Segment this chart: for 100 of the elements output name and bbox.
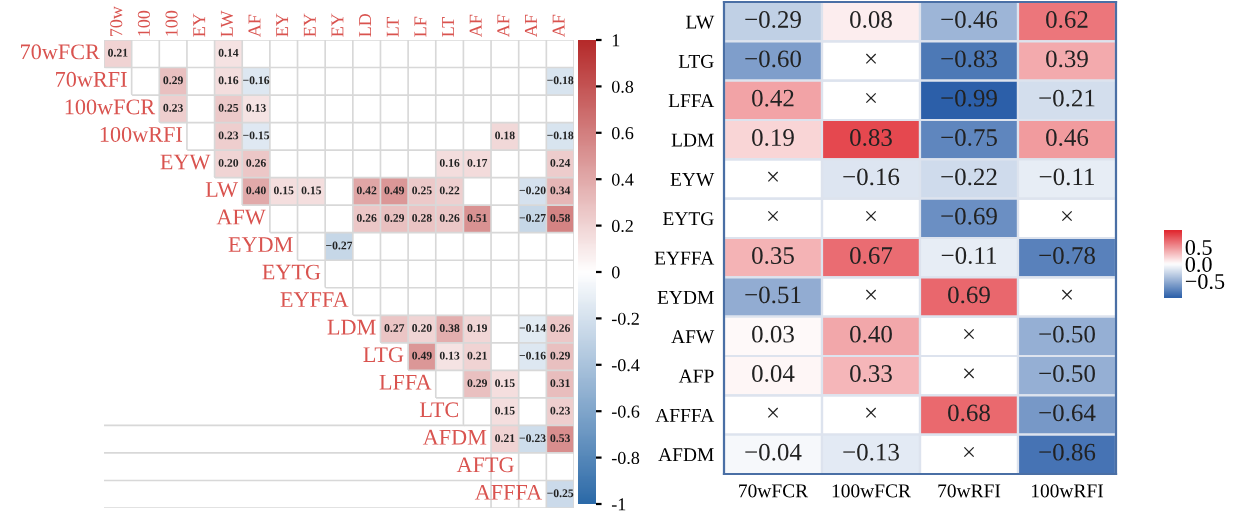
x-tick-label: LF — [414, 16, 427, 37]
y-tick-label: LFFA — [379, 374, 432, 390]
data-label: 0.04 — [752, 365, 795, 383]
color-bar-label: -1 — [611, 498, 626, 511]
data-label: 0.08 — [850, 11, 892, 29]
x-tick-label: EY — [331, 13, 344, 37]
data-label: −0.75 — [941, 129, 997, 147]
data-label: −0.69 — [941, 207, 997, 225]
x-tick-label: 100 — [137, 10, 150, 36]
y-tick-label: EYTG — [663, 212, 714, 226]
x-tick-label: EY — [193, 13, 206, 37]
data-label: −0.29 — [745, 11, 801, 29]
color-bar-label: 1 — [612, 34, 620, 47]
x-tick-label: 100 — [165, 10, 178, 36]
text: × — [1061, 210, 1073, 222]
data-label: −0.11 — [941, 247, 996, 265]
y-tick-label: EYTG — [262, 264, 321, 280]
data-label: 0.35 — [752, 247, 794, 265]
text: × — [767, 210, 779, 222]
x-tick-label: 70w — [110, 6, 123, 37]
data-label: −0.16 — [843, 168, 900, 186]
y-tick-label: EYDM — [228, 237, 293, 252]
data-label: 0.42 — [752, 89, 794, 107]
y-tick-label: AFP — [678, 369, 714, 383]
y-tick-label: LFFA — [668, 94, 715, 108]
text: × — [1061, 289, 1073, 300]
color-bar-label: 0.0 — [1185, 256, 1212, 273]
y-tick-label: LDM — [327, 319, 376, 335]
x-tick-label: LT — [442, 17, 454, 37]
text: × — [865, 210, 877, 222]
x-tick-label: AF — [524, 14, 537, 38]
text: × — [865, 289, 877, 300]
text: × — [963, 328, 975, 340]
data-label: −0.50 — [1039, 365, 1095, 383]
x-tick-label: EY — [276, 13, 289, 37]
data-label: −0.78 — [1039, 247, 1095, 265]
color-bar-label: 0 — [611, 266, 620, 279]
data-label: 0.69 — [948, 286, 990, 304]
y-tick-label: EYW — [160, 154, 211, 170]
x-tick-label: AF — [469, 14, 482, 38]
text: × — [963, 446, 975, 458]
x-tick-label: LT — [386, 17, 399, 37]
color-bar-label: -0.8 — [611, 451, 640, 465]
x-tick-label: EY — [303, 13, 316, 37]
data-label: 0.39 — [1046, 50, 1088, 68]
data-label: −0.86 — [1039, 443, 1096, 461]
data-label: 0.67 — [850, 247, 893, 265]
color-bar-label: 0.4 — [611, 173, 634, 186]
text: × — [865, 92, 877, 104]
data-label: −0.13 — [843, 443, 899, 461]
data-label: −0.50 — [1039, 325, 1095, 343]
x-tick-label: 100wFCR — [832, 484, 911, 498]
y-tick-label: EYDM — [657, 291, 714, 304]
data-label: −0.83 — [941, 50, 997, 68]
x-tick-label: 100wRFI — [1031, 484, 1104, 498]
y-tick-label: LTG — [678, 54, 714, 68]
x-tick-label: AF — [248, 14, 261, 38]
data-label: 0.33 — [850, 365, 892, 383]
x-tick-label: AF — [552, 14, 565, 38]
data-label: −0.51 — [745, 286, 801, 304]
data-label: −0.21 — [1039, 89, 1095, 107]
y-tick-label: LDM — [671, 133, 714, 147]
color-bar-label: 0.5 — [1185, 239, 1212, 256]
color-bar-label: 0.2 — [611, 219, 633, 233]
y-tick-label: EYFFA — [280, 292, 349, 307]
y-tick-label: AFDM — [658, 448, 714, 462]
data-label: 0.19 — [752, 129, 794, 147]
data-label: −0.04 — [745, 443, 802, 461]
x-tick-label: LD — [359, 13, 372, 37]
data-label: 0.03 — [752, 325, 794, 343]
data-label: −0.99 — [941, 89, 997, 107]
y-tick-label: EYFFA — [654, 251, 715, 265]
y-tick-label: AFW — [671, 330, 715, 344]
data-label: −0.60 — [745, 50, 801, 68]
y-tick-label: EYW — [670, 173, 715, 187]
color-bar-label: -0.2 — [611, 312, 639, 325]
data-label: −0.64 — [1039, 404, 1096, 422]
text: × — [865, 53, 877, 64]
text: × — [963, 368, 975, 379]
y-tick-label: AFTG — [456, 457, 514, 473]
y-tick-label: AFFFA — [655, 408, 715, 422]
y-tick-label: LTC — [419, 402, 459, 418]
data-label: −0.46 — [941, 11, 998, 29]
x-tick-label: 70wFCR — [739, 484, 809, 498]
color-bar-label: 0.8 — [611, 80, 634, 93]
data-label: 0.46 — [1046, 129, 1089, 147]
y-tick-label: LTG — [363, 347, 404, 363]
color-bar-label: -0.6 — [611, 405, 640, 418]
y-tick-label: AFDM — [422, 429, 487, 445]
y-tick-label: AFW — [216, 209, 266, 225]
data-label: −0.11 — [1039, 168, 1094, 186]
data-label: 0.68 — [948, 404, 990, 422]
color-bar-label: −0.5 — [1185, 273, 1225, 290]
text: × — [767, 171, 779, 182]
text: × — [767, 407, 779, 418]
x-tick-label: AF — [497, 14, 510, 38]
color-bar-label: 0.6 — [611, 127, 634, 140]
data-label: 0.40 — [850, 325, 892, 343]
y-tick-label: AFFFA — [474, 484, 543, 500]
x-tick-label: 70wRFI — [938, 484, 1001, 498]
